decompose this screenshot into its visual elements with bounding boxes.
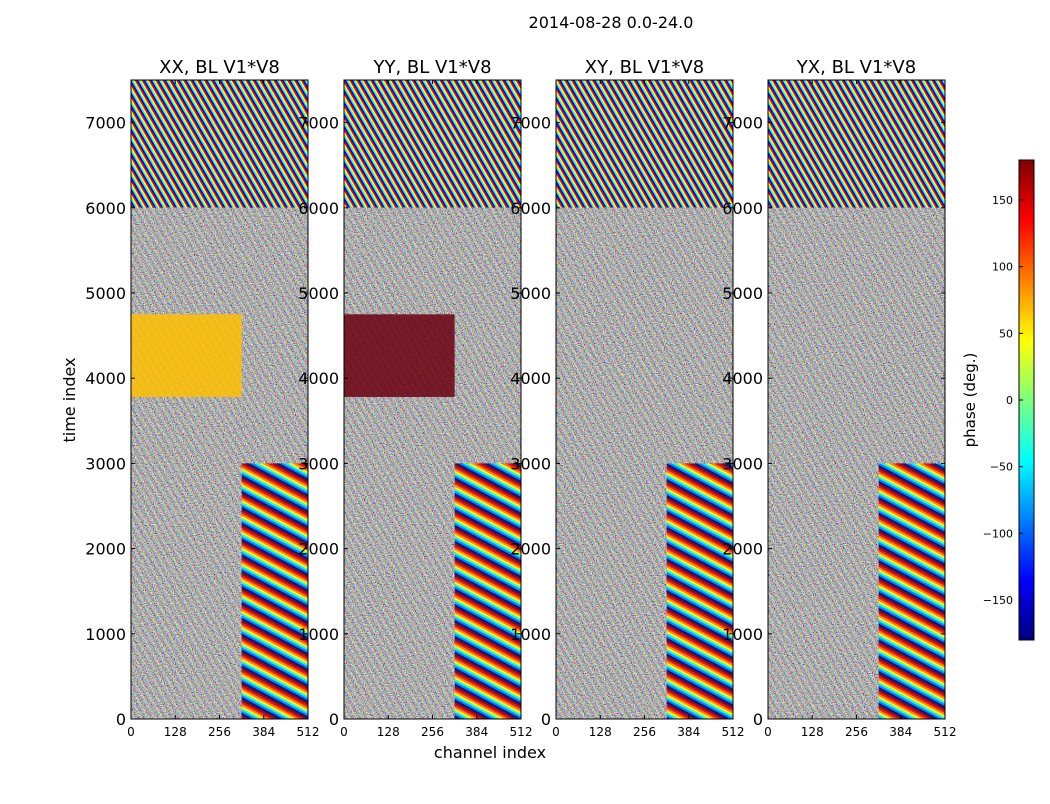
x-tick-label: 0 <box>127 725 135 739</box>
panel-title: YY, BL V1*V8 <box>372 57 491 78</box>
figure-suptitle: 2014-08-28 0.0-24.0 <box>529 13 694 32</box>
y-tick-label: 7000 <box>298 114 339 133</box>
colorbar-tick-label: 150 <box>992 194 1013 207</box>
x-tick-label: 128 <box>164 725 187 739</box>
x-tick-label: 128 <box>589 725 612 739</box>
y-tick-label: 0 <box>753 710 763 729</box>
y-tick-label: 5000 <box>298 284 339 303</box>
y-tick-label: 3000 <box>85 454 126 473</box>
panel-title: YX, BL V1*V8 <box>796 57 916 78</box>
heatmap-image <box>556 80 733 720</box>
x-tick-label: 256 <box>208 725 231 739</box>
colorbar-label: phase (deg.) <box>961 353 979 448</box>
colorbar-tick-label: −100 <box>983 527 1013 540</box>
colorbar-tick-label: −150 <box>983 594 1013 607</box>
x-tick-label: 512 <box>297 725 320 739</box>
y-tick-label: 5000 <box>510 284 551 303</box>
heatmap-image <box>344 80 521 720</box>
colorbar-tick-label: 100 <box>992 261 1013 274</box>
x-tick-label: 512 <box>722 725 745 739</box>
y-tick-label: 6000 <box>298 199 339 218</box>
colorbar-tick-label: −50 <box>990 461 1013 474</box>
x-tick-label: 256 <box>421 725 444 739</box>
x-tick-label: 0 <box>340 725 348 739</box>
x-tick-label: 0 <box>552 725 560 739</box>
y-tick-label: 6000 <box>85 199 126 218</box>
y-tick-label: 1000 <box>510 625 551 644</box>
y-tick-label: 7000 <box>510 114 551 133</box>
heatmap-image <box>768 80 945 720</box>
y-tick-label: 0 <box>541 710 551 729</box>
y-tick-label: 2000 <box>510 540 551 559</box>
x-tick-label: 512 <box>510 725 533 739</box>
panel-1: YY, BL V1*V8 0 128 256 384 512 0 1000 2000 3000 40… <box>298 57 532 739</box>
colorbar-tick-label: 0 <box>1006 394 1013 407</box>
y-tick-label: 2000 <box>722 540 763 559</box>
y-tick-label: 0 <box>329 710 339 729</box>
x-axis-label: channel index <box>434 743 546 762</box>
x-tick-label: 0 <box>764 725 772 739</box>
colorbar: 150 100 50 0 −50 −100 −150 <box>983 159 1035 641</box>
colorbar-tick-label: 50 <box>999 327 1013 340</box>
x-tick-label: 256 <box>845 725 868 739</box>
y-tick-label: 1000 <box>85 625 126 644</box>
x-tick-label: 128 <box>801 725 824 739</box>
y-tick-label: 3000 <box>510 454 551 473</box>
y-tick-label: 3000 <box>298 454 339 473</box>
y-tick-label: 6000 <box>722 199 763 218</box>
y-tick-label: 4000 <box>722 369 763 388</box>
x-tick-label: 384 <box>677 725 700 739</box>
y-tick-label: 6000 <box>510 199 551 218</box>
y-tick-label: 1000 <box>722 625 763 644</box>
y-tick-label: 5000 <box>85 284 126 303</box>
x-tick-label: 512 <box>934 725 957 739</box>
y-tick-label: 2000 <box>298 540 339 559</box>
panels: XX, BL V1*V8 0 128 256 384 512 0 1000 2000 3000 40… <box>85 57 956 739</box>
y-tick-label: 3000 <box>722 454 763 473</box>
y-tick-label: 4000 <box>298 369 339 388</box>
y-tick-label: 1000 <box>298 625 339 644</box>
x-tick-label: 256 <box>633 725 656 739</box>
panel-2: XY, BL V1*V8 0 128 256 384 512 0 1000 2000 3000 40… <box>510 57 744 739</box>
y-tick-label: 0 <box>116 710 126 729</box>
y-tick-label: 4000 <box>85 369 126 388</box>
x-tick-label: 128 <box>377 725 400 739</box>
panel-title: XX, BL V1*V8 <box>159 57 280 78</box>
panel-title: XY, BL V1*V8 <box>585 57 704 78</box>
y-tick-label: 5000 <box>722 284 763 303</box>
y-axis-label: time index <box>60 357 79 442</box>
x-tick-label: 384 <box>252 725 275 739</box>
panel-3: YX, BL V1*V8 0 128 256 384 512 0 1000 2000 3000 40… <box>722 57 956 739</box>
y-tick-label: 7000 <box>722 114 763 133</box>
x-tick-label: 384 <box>889 725 912 739</box>
y-tick-label: 7000 <box>85 114 126 133</box>
colorbar-gradient <box>1019 160 1034 640</box>
heatmap-image <box>131 80 308 720</box>
y-tick-label: 4000 <box>510 369 551 388</box>
x-tick-label: 384 <box>465 725 488 739</box>
y-tick-label: 2000 <box>85 540 126 559</box>
panel-0: XX, BL V1*V8 0 128 256 384 512 0 1000 2000 3000 40… <box>85 57 319 739</box>
